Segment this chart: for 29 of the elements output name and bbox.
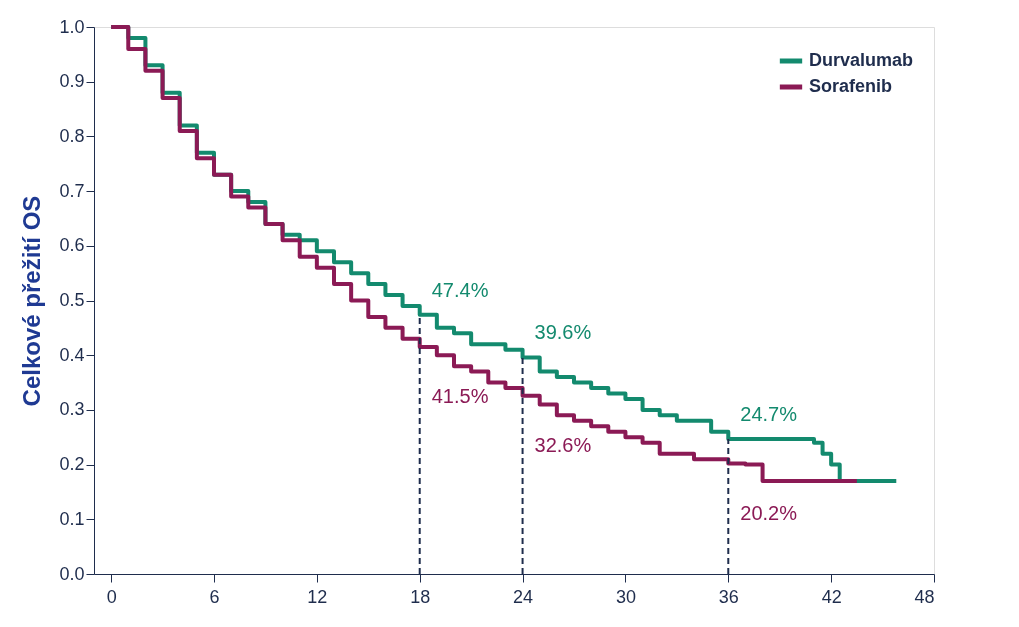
x-tick-label: 30 (615, 586, 636, 607)
x-tick-label: 36 (718, 586, 739, 607)
legend-label: Durvalumab (809, 50, 914, 70)
annotation: 41.5% (431, 384, 489, 407)
annotation: 24.7% (740, 402, 798, 425)
y-tick-label: 0.9 (59, 71, 85, 92)
x-tick-label: 48 (914, 586, 935, 607)
y-tick-label: 1.0 (59, 16, 85, 37)
annotation: 39.6% (534, 321, 592, 344)
annotation: 20.2% (740, 501, 798, 524)
y-tick-label: 0.2 (59, 454, 85, 475)
legend-label: Sorafenib (809, 76, 893, 96)
x-tick-label: 42 (821, 586, 842, 607)
y-tick-label: 0.7 (59, 180, 85, 201)
y-axis-title: Celkové přežití OS (18, 195, 46, 407)
x-tick-label: 12 (307, 586, 328, 607)
x-tick-label: 18 (410, 586, 431, 607)
y-tick-label: 0.6 (59, 235, 85, 256)
annotation: 47.4% (431, 278, 489, 301)
annotation: 32.6% (534, 433, 592, 456)
x-tick-label: 0 (106, 586, 117, 607)
y-tick-label: 0.8 (59, 125, 85, 146)
y-tick-label: 0.3 (59, 399, 85, 420)
y-tick-label: 0.0 (59, 563, 85, 584)
y-tick-label: 0.1 (59, 508, 85, 529)
x-tick-label: 24 (513, 586, 534, 607)
x-tick-label: 6 (209, 586, 220, 607)
y-tick-label: 0.4 (59, 344, 85, 365)
y-tick-label: 0.5 (59, 290, 85, 310)
